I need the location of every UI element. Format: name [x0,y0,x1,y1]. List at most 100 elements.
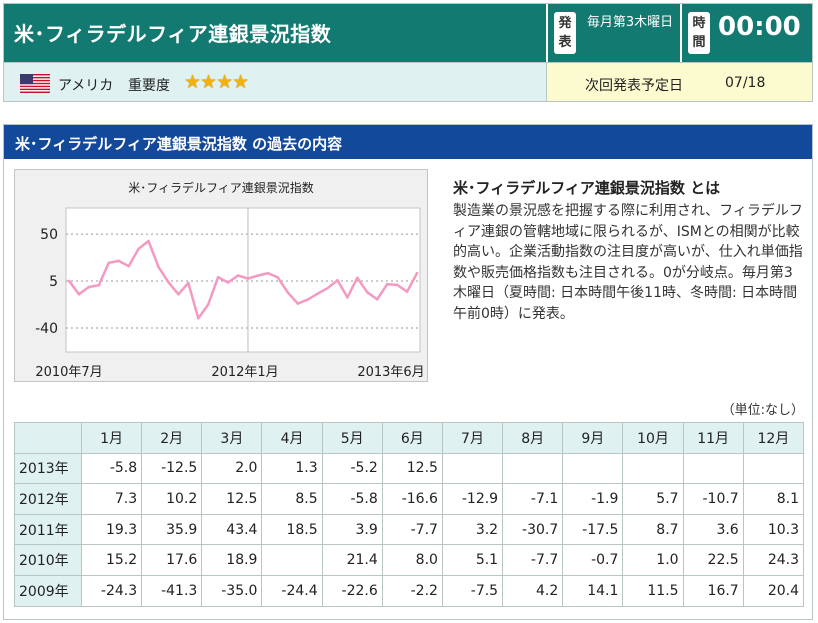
table-cell: -24.4 [261,574,323,607]
table-cell: 24.3 [742,544,805,576]
table-month-header: 11月 [682,422,744,454]
table-cell: 1.0 [622,544,684,576]
chart-x-tick-label: 2012年1月 [211,365,278,380]
page-title: 米･フィラデルフィア連銀景況指数 [14,22,332,46]
table-cell: 17.6 [141,544,203,576]
title-bar: 米･フィラデルフィア連銀景況指数 [4,4,546,62]
table-cell: -7.7 [502,544,564,576]
table-month-header: 9月 [562,422,624,454]
next-release-label: 次回発表予定日 [585,78,683,94]
chart-y-tick-label: 5 [49,274,58,290]
unit-note: （単位:なし） [721,403,804,418]
table-cell: 5.1 [441,544,504,576]
table-month-header: 10月 [622,422,684,454]
next-release-row: 次回発表予定日 07/18 [546,62,812,101]
table-year-header: 2011年 [14,513,82,546]
table-cell [261,544,323,576]
chart-point [356,276,359,280]
table-cell: 22.5 [682,544,744,576]
chart-point [226,281,230,284]
table-cell: 4.2 [502,574,564,607]
table-cell: -5.2 [321,452,383,485]
chart-point [187,281,190,285]
table-year-header: 2009年 [14,574,82,607]
chart-point [147,239,150,243]
table-cell: 1.3 [261,452,323,485]
table-year-header: 2010年 [14,544,82,576]
table-cell: 2.0 [201,452,263,485]
history-table: 1月 2月 3月 4月 5月 6月 7月 8月 9月 10月 11月 12月 2013年 -5.8 -12… [14,422,805,607]
indicator-header: 米･フィラデルフィア連銀景況指数 発表 毎月第3木曜日 時間 00:00 アメリ… [3,3,813,102]
chart-point [266,271,270,275]
chart-point [67,279,71,283]
table-row: 2010年 15.2 17.6 18.9 21.4 8.0 5.1 -7.7 -0.7 1.0 22… [14,544,805,576]
past-content-title: 米･フィラデルフィア連銀景況指数 の過去の内容 [15,135,343,153]
table-cell: -7.7 [381,513,443,546]
chart-point [286,291,290,294]
chart-point [117,259,121,263]
table-cell [622,452,684,485]
table-cell: 3.9 [321,513,383,546]
country-name: アメリカ [58,78,114,94]
table-cell: 10.3 [742,513,805,546]
table-month-header: 8月 [502,422,564,454]
table-cell: 8.5 [261,483,323,515]
chart-point [346,296,349,299]
table-cell: 19.3 [80,513,143,546]
table-cell: 8.1 [742,483,805,515]
table-cell: 12.5 [201,483,263,515]
info-row: アメリカ 重要度 ★★★★ [4,62,546,101]
chart-point [216,275,220,279]
us-flag-icon [20,74,50,93]
chart-point [375,298,379,301]
about-title: 米･フィラデルフィア連銀景況指数 とは [453,179,721,197]
table-cell: 14.1 [562,574,624,607]
table-cell: -30.7 [502,513,564,546]
chart-series-line [67,239,419,320]
table-month-header: 1月 [80,422,143,454]
release-time: 00:00 [718,12,801,42]
table-cell: 8.7 [622,513,684,546]
chart-point [256,274,260,277]
table-cell [502,452,564,485]
table-corner-cell [14,422,82,454]
table-cell: 16.7 [682,574,744,607]
table-cell: -24.3 [80,574,143,607]
chart-point [97,283,101,287]
chart-point [77,292,81,296]
table-month-header: 6月 [381,422,443,454]
table-cell: 7.3 [80,483,143,515]
chart-y-tick-label: -40 [35,321,58,337]
table-year-header: 2012年 [14,483,82,515]
table-row: 2013年 -5.8 -12.5 2.0 1.3 -5.2 12.5 [14,452,805,485]
table-cell: -10.7 [682,483,744,515]
table-cell: 3.6 [682,513,744,546]
table-cell: 21.4 [321,544,383,576]
chart-point [296,302,299,305]
importance-stars-icon: ★★★★ [184,71,249,93]
table-cell: 20.4 [742,574,805,607]
table-cell: 3.2 [441,513,504,546]
past-content-header: 米･フィラデルフィア連銀景況指数 の過去の内容 [4,125,812,159]
chart-point [276,276,280,279]
chart-point [87,285,91,289]
chart-point [107,261,111,265]
time-cell: 時間 00:00 [680,4,812,62]
chart-x-tick-label: 2010年7月 [35,365,102,380]
table-cell: -17.5 [562,513,624,546]
table-year-header: 2013年 [14,452,82,485]
table-cell: -16.6 [381,483,443,515]
table-cell: -7.5 [441,574,504,607]
table-cell: 12.5 [381,452,443,485]
table-cell: 11.5 [622,574,684,607]
chart-point [137,247,140,251]
chart-point [306,298,309,302]
table-cell [562,452,624,485]
table-header-row: 1月 2月 3月 4月 5月 6月 7月 8月 9月 10月 11月 12月 [14,422,805,454]
about-text: 製造業の景況感を把握する際に利用され、フィラデルフィア連銀の管轄地域に限られるが… [453,203,803,322]
chart-plot-area [65,207,421,353]
chart-x-tick-label: 2013年6月 [357,365,424,380]
table-month-header: 7月 [441,422,504,454]
table-month-header: 3月 [201,422,263,454]
table-cell: -12.5 [141,452,203,485]
